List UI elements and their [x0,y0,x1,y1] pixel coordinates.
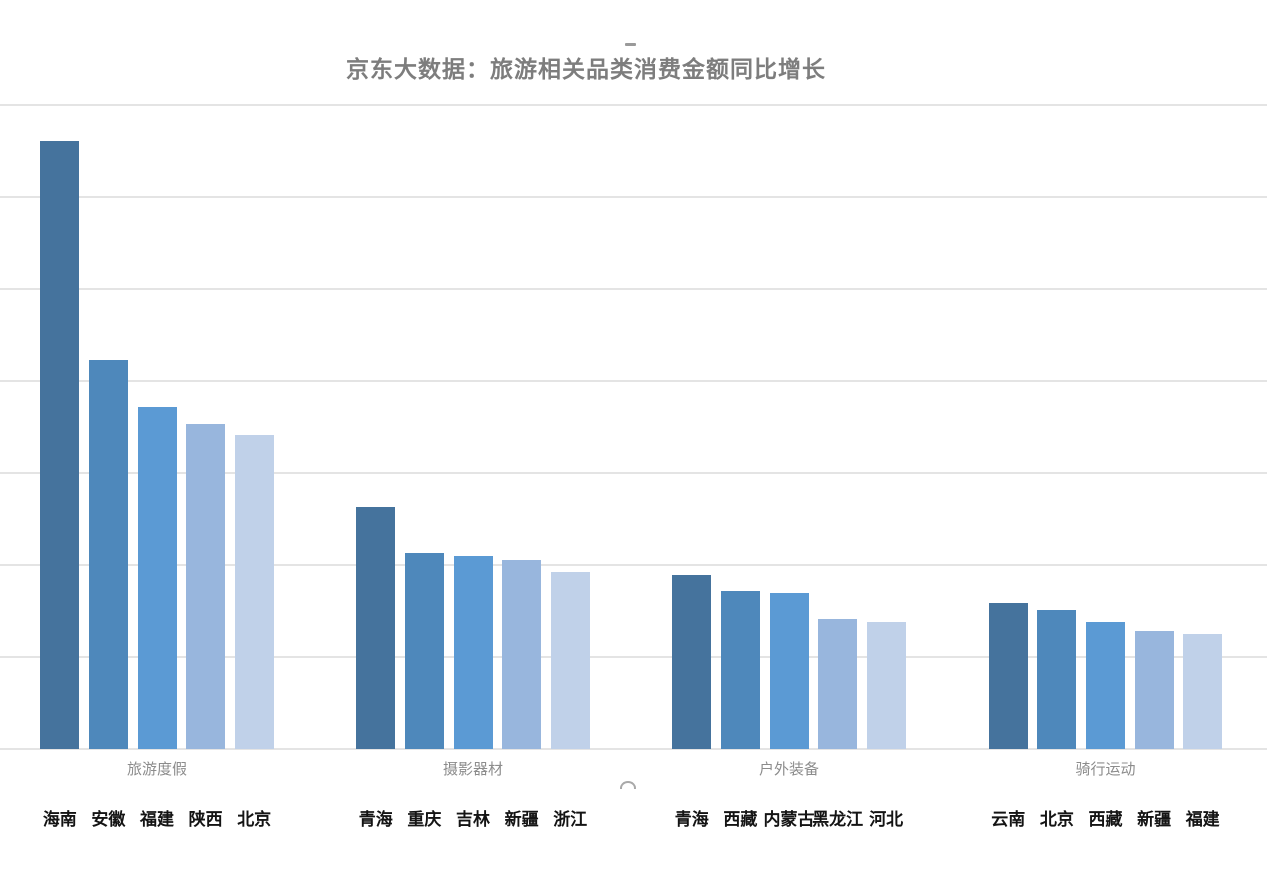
bar-label: 新疆 [504,810,539,829]
bar-label: 北京 [1039,810,1074,829]
bar-label: 云南 [991,810,1026,829]
category-label: 户外装备 [758,761,819,778]
bar [234,435,274,749]
category-label: 旅游度假 [126,761,187,778]
bar [769,592,809,749]
bar [1037,610,1077,749]
bar [818,619,858,749]
category-label: 骑行运动 [1075,761,1136,778]
bar [453,555,493,749]
gridline [0,380,1267,382]
bar-label: 河北 [869,810,904,829]
bar-label: 陕西 [188,810,223,829]
bar [186,424,226,749]
bar-label: 北京 [237,810,272,829]
bar [1183,634,1223,749]
bar [404,553,444,749]
bar [866,622,906,749]
bar [672,575,712,749]
category-label: 摄影器材 [442,761,503,778]
gridline [0,656,1267,658]
bar-label: 内蒙古 [763,810,815,829]
gridline [0,288,1267,290]
bar-label: 新疆 [1137,810,1172,829]
bar [356,507,396,749]
bar-label: 黑龙江 [812,810,864,829]
bar-label: 安徽 [91,810,126,829]
gridline [0,748,1267,750]
bar [137,406,177,749]
bar [988,602,1028,749]
bar-label: 福建 [140,810,174,829]
gridline [0,196,1267,198]
bar [502,560,542,749]
gridline [0,472,1267,474]
bar [550,572,590,749]
bar-label: 重庆 [407,810,442,829]
chart-title: 京东大数据：旅游相关品类消费金额同比增长 [346,56,826,82]
bar-label: 西藏 [723,810,758,829]
bar-label: 吉林 [456,810,490,829]
bar [1086,622,1125,749]
bar-label: 浙江 [553,810,588,829]
bar-label: 青海 [358,810,393,829]
bar-label: 福建 [1185,810,1220,829]
gridline [0,564,1267,566]
watermark-arc-mark [620,781,636,789]
bar [1134,631,1174,749]
gridline [0,104,1267,106]
bar [88,359,128,749]
bar [720,590,760,749]
bar [40,140,80,749]
watermark-dash-mark [625,43,636,46]
bar-label: 青海 [674,810,709,829]
bar-label: 海南 [42,810,77,829]
bar-label: 西藏 [1088,810,1123,829]
